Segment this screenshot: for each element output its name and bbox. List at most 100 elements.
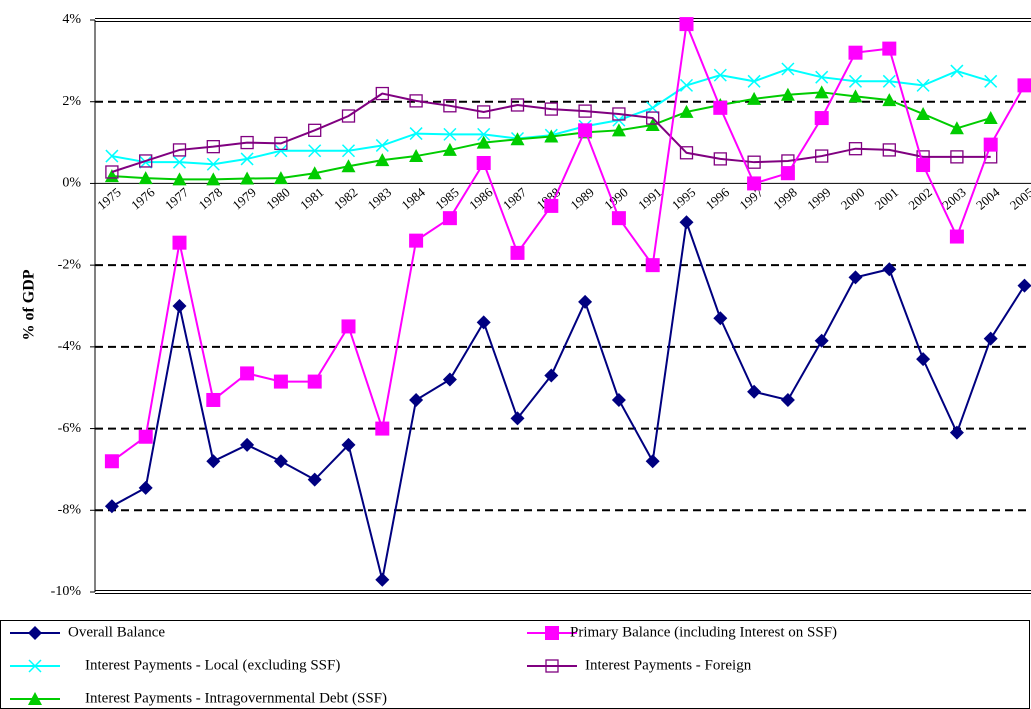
data-point [780, 392, 795, 407]
x-tick-label: 1976 [128, 184, 158, 213]
data-point [138, 429, 153, 444]
legend-marker [545, 659, 559, 673]
data-point [815, 149, 829, 163]
data-point [612, 107, 626, 121]
data-point [916, 352, 931, 367]
data-point [172, 299, 187, 313]
data-point [476, 156, 491, 170]
data-point [645, 258, 660, 273]
data-point [105, 149, 119, 163]
series-line [111, 221, 1026, 580]
data-point [375, 153, 390, 167]
x-tick-label: 1984 [398, 184, 428, 213]
legend-marker [28, 626, 42, 640]
data-point [578, 123, 593, 138]
data-point [442, 372, 457, 387]
y-tick-label: 0% [62, 176, 81, 191]
data-point [172, 143, 187, 157]
legend-label: Interest Payments - Local (excluding SSF… [85, 657, 340, 673]
y-tick-label: -2% [58, 257, 82, 272]
data-point [949, 229, 964, 244]
y-tick-label: -6% [58, 421, 82, 436]
data-point [172, 172, 187, 186]
data-point [443, 99, 457, 113]
series-line [111, 92, 991, 173]
data-point [578, 104, 592, 118]
data-point [780, 166, 795, 181]
data-point [983, 137, 998, 152]
data-point [815, 70, 829, 84]
data-point [206, 454, 221, 469]
data-point [307, 374, 322, 389]
data-point [510, 245, 525, 260]
legend-marker [28, 659, 42, 673]
data-point [949, 121, 964, 135]
x-tick-label: 1986 [466, 184, 496, 213]
y-tick-label: -8% [58, 503, 82, 518]
data-point [611, 392, 626, 407]
data-point [274, 136, 288, 151]
x-tick-label: 1996 [703, 184, 733, 213]
data-point [341, 437, 356, 452]
data-point [814, 85, 829, 99]
data-point [578, 294, 593, 309]
data-point [206, 172, 221, 186]
y-tick-label: 4% [62, 12, 81, 27]
x-tick-label: 2004 [973, 184, 1003, 213]
y-tick-label: -10% [51, 584, 82, 599]
legend-marker [28, 692, 42, 705]
data-point [882, 74, 896, 88]
data-point [138, 480, 153, 495]
data-point [848, 142, 863, 156]
data-point [544, 102, 558, 116]
data-point [646, 111, 660, 125]
data-point [409, 233, 424, 248]
data-point [409, 94, 423, 108]
x-tick-label: 1999 [804, 185, 834, 213]
data-point [713, 311, 728, 326]
data-point [104, 169, 119, 183]
data-point [916, 78, 930, 92]
data-point [950, 64, 964, 78]
data-point [273, 454, 288, 469]
data-point [747, 384, 762, 399]
data-point [273, 374, 288, 389]
data-point [611, 123, 626, 137]
data-point [747, 74, 761, 88]
data-point [206, 140, 220, 154]
data-point [477, 105, 491, 119]
data-point [882, 143, 896, 157]
data-point [916, 158, 931, 173]
data-point [308, 144, 322, 158]
data-point [679, 17, 694, 32]
data-point [510, 132, 525, 146]
data-point [544, 129, 559, 143]
x-tick-label: 1998 [770, 185, 800, 213]
data-point [273, 171, 288, 185]
data-point [442, 211, 457, 226]
data-point [341, 319, 356, 334]
data-point [848, 270, 863, 285]
data-point [747, 91, 762, 105]
x-tick-label: 1978 [196, 185, 226, 213]
data-point [679, 78, 694, 92]
series-line [111, 20, 1026, 463]
data-point [679, 104, 694, 118]
data-point [984, 74, 998, 88]
data-point [341, 144, 356, 158]
data-point [477, 127, 491, 141]
data-point [781, 62, 795, 76]
data-point [747, 155, 761, 169]
data-point [240, 366, 255, 381]
legend-label: Interest Payments - Foreign [585, 657, 752, 673]
data-point [172, 155, 187, 169]
data-point [138, 171, 153, 185]
data-point [443, 127, 457, 141]
data-point [544, 198, 559, 213]
data-point [983, 331, 998, 346]
data-point [848, 89, 863, 103]
data-point [882, 93, 897, 107]
x-tick-label: 1977 [162, 184, 192, 213]
data-point [375, 138, 389, 152]
